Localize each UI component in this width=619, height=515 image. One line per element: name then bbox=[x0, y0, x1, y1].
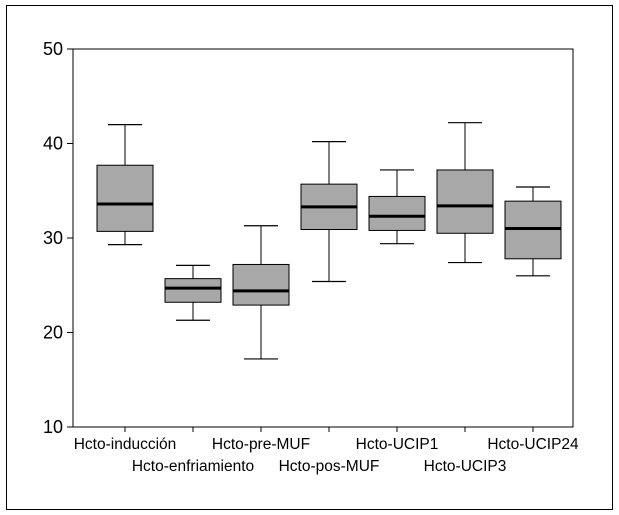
plot-area-border bbox=[72, 48, 574, 428]
box bbox=[164, 278, 222, 303]
y-tick-label: 50 bbox=[43, 39, 63, 59]
box bbox=[436, 169, 494, 234]
x-category-label: Hcto-UCIP1 bbox=[356, 436, 439, 453]
y-tick-label: 40 bbox=[43, 134, 63, 154]
y-tick-label: 20 bbox=[43, 323, 63, 343]
box bbox=[96, 164, 154, 232]
box bbox=[368, 195, 426, 231]
box bbox=[232, 263, 290, 306]
x-category-label: Hcto-inducción bbox=[74, 436, 177, 453]
x-category-label: Hcto-enfriamiento bbox=[132, 458, 254, 475]
x-category-label: Hcto-UCIP24 bbox=[487, 436, 579, 453]
figure-frame bbox=[6, 5, 613, 510]
y-tick-label: 30 bbox=[43, 228, 63, 248]
y-tick-label: 10 bbox=[43, 417, 63, 437]
x-category-label: Hcto-pos-MUF bbox=[279, 458, 380, 475]
x-category-label: Hcto-UCIP3 bbox=[424, 458, 507, 475]
x-category-label: Hcto-pre-MUF bbox=[212, 436, 310, 453]
